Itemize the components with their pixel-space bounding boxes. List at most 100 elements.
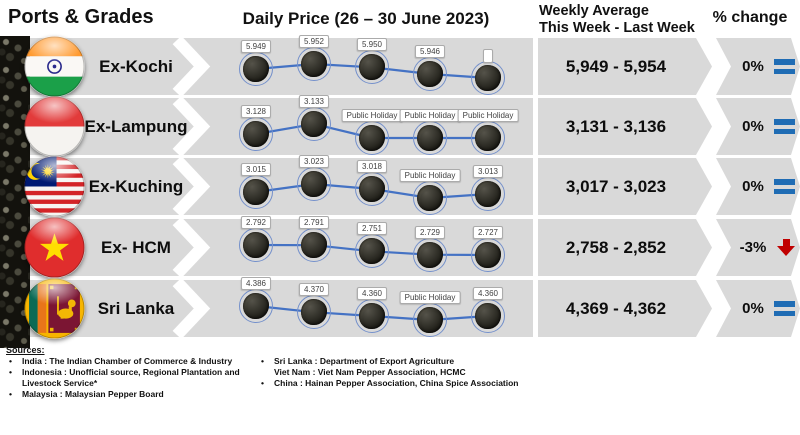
row-band-main: Ex- HCM	[30, 216, 533, 279]
chevron-right-icon	[172, 155, 212, 218]
data-point-label: 4.360	[356, 287, 388, 300]
percent-change-value: 0%	[742, 300, 764, 317]
peppercorn-data-point	[355, 121, 389, 155]
weekly-average-value: 5,949 - 5,954	[565, 56, 667, 76]
weekly-average-band: 4,369 - 4,362	[538, 280, 712, 337]
equal-bar	[774, 129, 795, 135]
peppercorn-icon	[243, 293, 269, 319]
ports-grades-header: Ports & Grades	[8, 6, 154, 28]
arrow-head	[777, 246, 795, 256]
price-row: Ex-Lampung 3.128 3.133 Public Holiday Public…	[0, 95, 800, 158]
weekly-average-value: 3,131 - 3,136	[565, 116, 667, 136]
data-point-label: Public Holiday	[399, 109, 461, 122]
source-item: Viet Nam : Viet Nam Pepper Association, …	[274, 367, 466, 377]
data-point-label: 2.729	[414, 225, 446, 239]
weekly-average-header-line2: This Week - Last Week	[539, 19, 695, 36]
peppercorn-data-point	[413, 57, 447, 91]
weekly-average-header-line1: Weekly Average	[539, 3, 649, 19]
indonesia-flag-icon	[24, 96, 85, 157]
data-point-label: 5.946	[414, 45, 446, 58]
percent-change-band: 0%	[716, 98, 800, 155]
data-point-label: 5.952	[298, 35, 330, 48]
weekly-average-band: 3,131 - 3,136	[538, 98, 712, 155]
sources-list-right: Sri Lanka : Department of Export Agricul…	[258, 356, 519, 400]
weekly-average-band: 2,758 - 2,852	[538, 219, 712, 276]
peppercorn-data-point	[239, 175, 273, 209]
peppercorn-icon	[243, 121, 269, 147]
data-point-label: 4.370	[298, 283, 330, 297]
data-point-label: 4.360	[472, 287, 504, 300]
source-item: China : Hainan Pepper Association, China…	[258, 378, 519, 389]
peppercorn-data-point	[355, 172, 389, 206]
peppercorn-icon	[301, 51, 327, 77]
peppercorn-data-point	[471, 299, 505, 333]
equal-bar	[774, 69, 795, 75]
peppercorn-icon	[359, 303, 385, 329]
sri-lanka-flag-icon	[24, 278, 85, 339]
sources-list-left: India : The Indian Chamber of Commerce &…	[6, 356, 258, 400]
peppercorn-data-point	[413, 237, 447, 272]
data-point-label: 3.128	[240, 105, 272, 118]
data-point-label: Public Holiday	[399, 169, 461, 182]
peppercorn-data-point	[297, 295, 331, 330]
chevron-right-icon	[172, 35, 212, 98]
daily-price-chart: 4.386 4.370 4.360 Public Holiday 4.360	[226, 277, 516, 337]
row-band-main: Ex-Kochi	[30, 35, 533, 98]
peppercorn-icon	[359, 54, 385, 81]
port-name: Ex-Lampung	[84, 116, 188, 136]
percent-change-band: 0%	[716, 38, 800, 95]
source-item: Sri Lanka : Department of Export Agricul…	[258, 356, 519, 367]
peppercorn-data-point	[297, 107, 331, 141]
source-item: Malaysia : Malaysian Pepper Board	[6, 389, 258, 400]
chevron-right-icon	[172, 216, 212, 279]
weekly-average-band: 5,949 - 5,954	[538, 38, 712, 95]
peppercorn-icon	[301, 111, 327, 137]
peppercorn-icon	[417, 241, 443, 268]
peppercorn-data-point	[471, 121, 505, 155]
port-name: Ex-Kuching	[88, 176, 184, 196]
peppercorn-icon	[475, 181, 501, 207]
price-row: Ex-Kuching 3.015 3.023 3.018 Public Holiday 3…	[0, 155, 800, 218]
equal-bar	[774, 311, 795, 317]
weekly-average-value: 3,017 - 3,023	[565, 176, 667, 196]
peppercorn-data-point	[239, 117, 273, 151]
peppercorn-icon	[475, 242, 501, 268]
peppercorn-icon	[475, 65, 501, 91]
equal-bar	[774, 301, 795, 307]
data-point-label: 5.949	[240, 40, 272, 53]
percent-change-value: 0%	[742, 58, 764, 75]
trend-down-icon	[777, 219, 795, 276]
peppercorn-data-point	[471, 177, 505, 211]
percent-change-value: -3%	[739, 239, 767, 256]
peppercorn-icon	[475, 303, 501, 329]
peppercorn-icon	[301, 299, 327, 326]
peppercorn-icon	[475, 125, 501, 151]
peppercorn-icon	[243, 56, 269, 82]
daily-price-chart: 2.792 2.791 2.751 2.729 2.727	[226, 216, 516, 276]
weekly-average-value: 2,758 - 2,852	[565, 237, 667, 257]
price-row: Sri Lanka 4.386 4.370 4.360 Public Holiday 4.…	[0, 277, 800, 340]
trend-equal-icon	[774, 98, 795, 155]
weekly-average-value: 4,369 - 4,362	[565, 298, 667, 318]
peppercorn-icon	[359, 125, 385, 151]
peppercorn-data-point	[239, 289, 273, 323]
peppercorn-icon	[359, 238, 385, 265]
peppercorn-data-point	[297, 228, 331, 263]
peppercorn-data-point	[355, 299, 389, 333]
data-point-label	[483, 49, 493, 63]
data-point-label: 2.727	[472, 226, 504, 239]
chevron-right-icon	[172, 277, 212, 340]
daily-price-header: Daily Price (26 – 30 June 2023)	[242, 9, 490, 28]
peppercorn-data-point	[239, 52, 273, 86]
data-point-label: 3.013	[472, 165, 504, 178]
peppercorn-icon	[417, 61, 443, 87]
peppercorn-data-point	[413, 303, 447, 337]
data-point-label: Public Holiday	[457, 109, 519, 122]
data-point-label: 3.018	[356, 160, 388, 173]
india-flag-icon	[24, 36, 85, 97]
percent-change-band: 0%	[716, 158, 800, 215]
equal-bar	[774, 189, 795, 195]
data-point-label: 3.015	[240, 163, 272, 176]
peppercorn-icon	[359, 176, 385, 202]
price-row: Ex- HCM 2.792 2.791 2.751 2.729 2.727 2,758 - …	[0, 216, 800, 279]
